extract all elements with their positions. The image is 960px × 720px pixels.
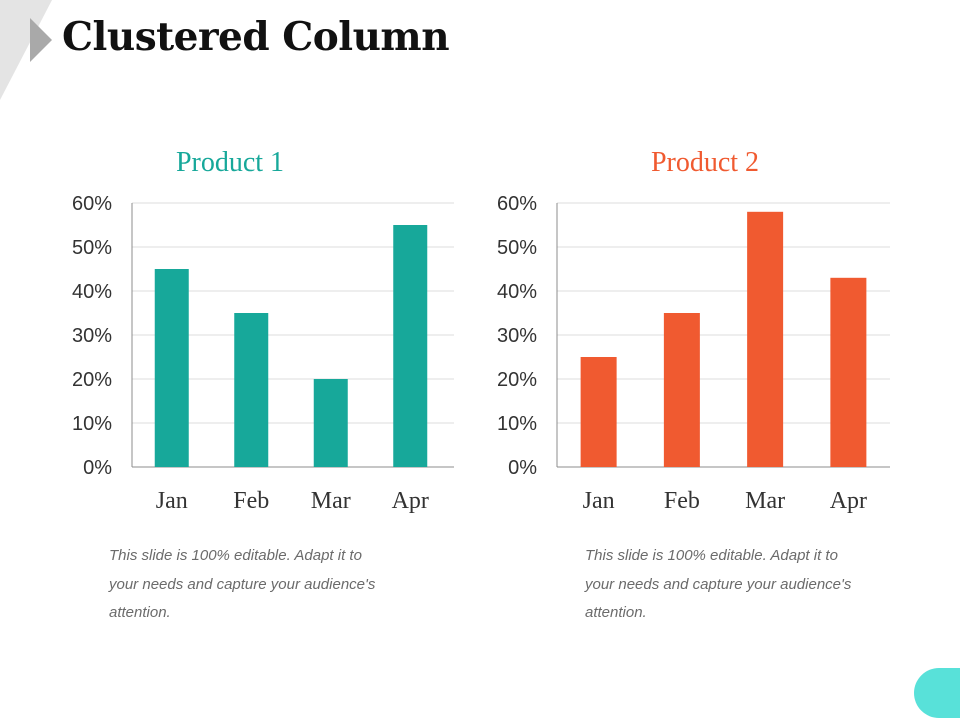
bar-apr	[830, 277, 867, 467]
y-tick-label: 60%	[497, 193, 537, 215]
y-tick-label: 20%	[497, 369, 537, 391]
chart-product-2: 0% 10% 20% 30% 40% 50% 60% Jan Feb Mar Apr Product …	[497, 147, 890, 514]
chart-product-1: 0% 10% 20% 30% 40% 50% 60% Jan Feb Mar Apr Product …	[72, 147, 454, 514]
y-tick-label: 10%	[497, 413, 537, 435]
y-tick-label: 30%	[497, 325, 537, 347]
corner-arrow-decoration	[0, 0, 52, 100]
x-tick-label: Feb	[664, 488, 700, 514]
y-tick-label: 60%	[72, 193, 112, 215]
slide-title: Clustered Column	[62, 14, 450, 60]
bar-jan	[154, 269, 189, 467]
chart-title: Product 2	[651, 147, 759, 178]
y-tick-label: 10%	[72, 413, 112, 435]
bar-jan	[580, 357, 617, 467]
x-tick-label: Mar	[745, 488, 785, 514]
x-tick-label: Apr	[392, 488, 429, 514]
caption-product-2: This slide is 100% editable. Adapt it to…	[585, 547, 852, 621]
x-tick-label: Mar	[311, 488, 351, 514]
y-tick-label: 40%	[497, 281, 537, 303]
x-tick-label: Feb	[233, 488, 269, 514]
x-tick-label: Apr	[830, 488, 867, 514]
bar-mar	[313, 379, 348, 467]
bar-feb	[663, 313, 700, 467]
chart-title: Product 1	[176, 147, 284, 178]
y-tick-label: 40%	[72, 281, 112, 303]
x-tick-label: Jan	[583, 488, 615, 514]
y-tick-label: 30%	[72, 325, 112, 347]
bar-apr	[393, 225, 428, 467]
y-tick-label: 50%	[72, 237, 112, 259]
caption-product-1: This slide is 100% editable. Adapt it to…	[109, 547, 376, 621]
accent-pill-decoration	[914, 668, 960, 718]
bar-mar	[747, 211, 784, 467]
y-tick-label: 50%	[497, 237, 537, 259]
bar-feb	[234, 313, 269, 467]
y-tick-label: 20%	[72, 369, 112, 391]
y-tick-label: 0%	[83, 457, 112, 479]
y-tick-label: 0%	[508, 457, 537, 479]
x-tick-label: Jan	[156, 488, 188, 514]
